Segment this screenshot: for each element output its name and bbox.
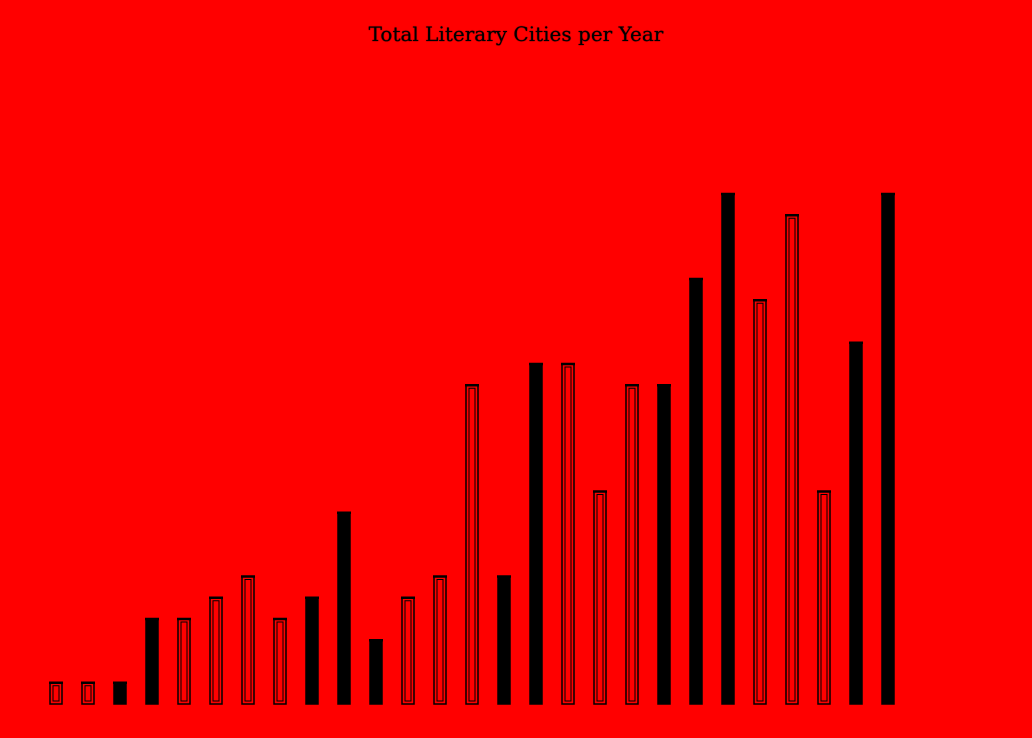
bar-17: [561, 362, 575, 705]
chart-title: Total Literary Cities per Year: [368, 22, 664, 46]
bar-rect: [817, 490, 831, 705]
bar-rect: [401, 597, 415, 705]
bar-inner-outline: [436, 579, 444, 702]
bar-18: [593, 490, 607, 705]
bar-rect: [753, 299, 767, 705]
bar-19: [625, 384, 639, 705]
bar-7: [241, 575, 255, 705]
bar-22: [721, 192, 735, 705]
bar-rect: [209, 597, 223, 705]
bar-inner-outline: [180, 621, 188, 702]
bar-3: [113, 681, 127, 705]
bar-inner-outline: [820, 494, 828, 702]
bar-rect: [433, 575, 447, 705]
bar-26: [849, 341, 863, 705]
bar-inner-outline: [596, 494, 604, 702]
bar-inner-outline: [468, 387, 476, 702]
bar-13: [433, 575, 447, 705]
bar-16: [529, 362, 543, 705]
bar-8: [273, 617, 287, 705]
bar-inner-outline: [564, 366, 572, 702]
bar-inner-outline: [212, 600, 220, 702]
bar-inner-outline: [52, 685, 60, 702]
bar-inner-outline: [84, 685, 92, 702]
bar-rect: [625, 384, 639, 705]
bar-inner-outline: [404, 600, 412, 702]
bar-27: [881, 192, 895, 705]
bar-rect: [881, 193, 895, 705]
bar-21: [689, 277, 703, 705]
bar-rect: [273, 618, 287, 705]
bar-rect: [561, 363, 575, 705]
bar-rect: [337, 512, 351, 705]
bar-5: [177, 617, 191, 705]
bar-25: [817, 490, 831, 705]
bar-rect: [465, 384, 479, 705]
bar-rect: [529, 363, 543, 705]
bar-15: [497, 575, 511, 705]
bar-2: [81, 681, 95, 705]
bar-1: [49, 681, 63, 705]
bar-24: [785, 214, 799, 705]
bar-14: [465, 384, 479, 705]
bar-rect: [113, 682, 127, 705]
bar-6: [209, 596, 223, 705]
bar-20: [657, 384, 671, 705]
bar-rect: [689, 278, 703, 705]
bar-23: [753, 299, 767, 705]
bar-rect: [145, 618, 159, 705]
bar-rect: [721, 193, 735, 705]
bar-inner-outline: [244, 579, 252, 702]
bar-9: [305, 596, 319, 705]
bar-rect: [657, 384, 671, 705]
bar-11: [369, 639, 383, 705]
bar-4: [145, 617, 159, 705]
bar-rect: [177, 618, 191, 705]
bar-rect: [369, 639, 383, 705]
bar-inner-outline: [628, 387, 636, 702]
bar-rect: [241, 575, 255, 705]
bar-rect: [785, 214, 799, 705]
bar-inner-outline: [276, 621, 284, 702]
bar-rect: [305, 597, 319, 705]
bar-10: [337, 511, 351, 705]
bar-inner-outline: [788, 217, 796, 702]
bar-12: [401, 596, 415, 705]
bar-rect: [497, 575, 511, 705]
bar-rect: [593, 490, 607, 705]
bar-rect: [849, 342, 863, 705]
bar-inner-outline: [756, 302, 764, 702]
